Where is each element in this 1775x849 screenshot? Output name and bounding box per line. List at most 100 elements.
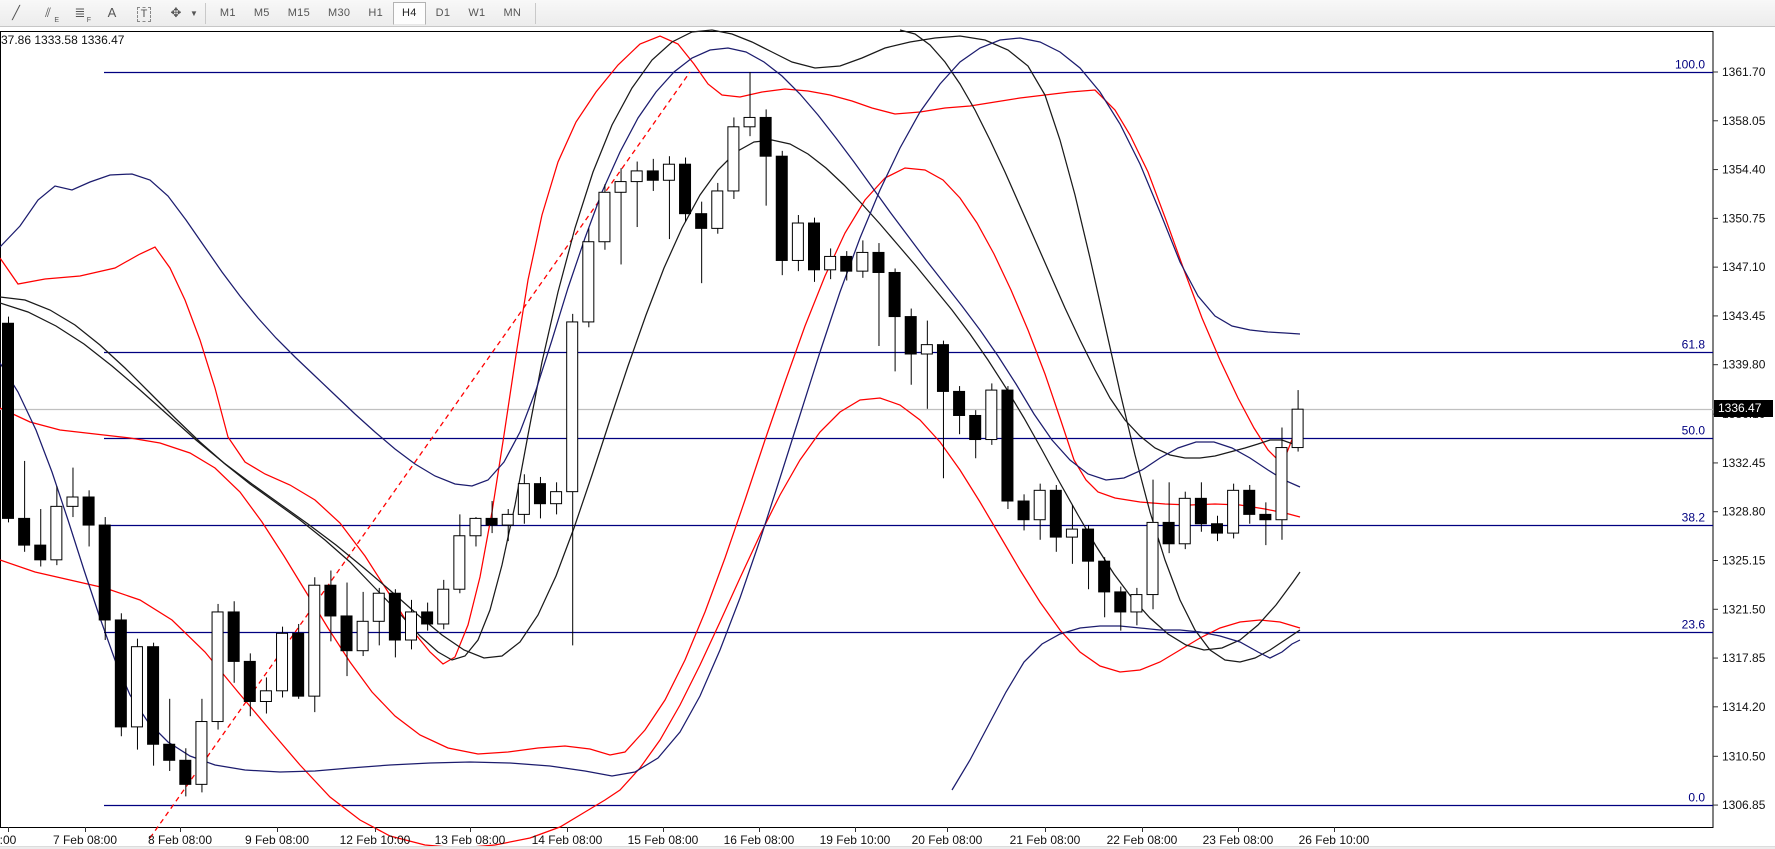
- candle-bull: [727, 126, 740, 192]
- fib-label-100.0: 100.0: [1675, 58, 1705, 72]
- x-axis-label: 8 Feb 08:00: [148, 833, 212, 847]
- plot-border: [0, 31, 1714, 828]
- indicator-red-lower: [0, 397, 1301, 849]
- candle-bull: [259, 690, 272, 702]
- candle-bear: [872, 251, 885, 273]
- fib-label-38.2: 38.2: [1682, 511, 1706, 525]
- candle-bull: [50, 505, 63, 561]
- x-axis-label: 23 Feb 08:00: [1203, 833, 1274, 847]
- candle-bear: [533, 483, 546, 505]
- y-axis-label: 1339.80: [1722, 358, 1766, 372]
- candle-bull: [501, 513, 514, 526]
- timeframe-button-m1[interactable]: M1: [219, 7, 236, 19]
- y-axis-label: 1350.75: [1722, 211, 1766, 225]
- candle-bull: [566, 321, 579, 493]
- candle-bull: [517, 483, 530, 515]
- y-axis-label: 1325.15: [1722, 553, 1766, 567]
- timeframe-button-w1[interactable]: W1: [468, 7, 486, 19]
- channel-tool-icon[interactable]: ⫽ E: [45, 4, 59, 25]
- toolbar-separator: [204, 2, 206, 24]
- candle-bull: [276, 632, 289, 692]
- trendline-dashed: [149, 71, 691, 839]
- candle-bull: [630, 170, 643, 183]
- text-tool-icon[interactable]: A: [107, 4, 117, 20]
- x-axis-label: 21 Feb 08:00: [1010, 833, 1081, 847]
- indicator-black-slow: [899, 29, 1301, 459]
- candle-bear: [292, 632, 305, 697]
- current-price-badge: 1336.47: [1714, 400, 1773, 417]
- x-axis-label: 19 Feb 10:00: [820, 833, 891, 847]
- x-axis-label: 13 Feb 08:00: [435, 833, 506, 847]
- y-axis-label: 1306.85: [1722, 798, 1766, 812]
- line-tool-icon[interactable]: ╱: [12, 4, 20, 20]
- timeframe-button-h4[interactable]: H4: [393, 1, 426, 25]
- arrows-tool-icon[interactable]: ✥: [170, 4, 182, 20]
- timeframe-button-h1[interactable]: H1: [368, 7, 383, 19]
- y-axis-label: 1310.50: [1722, 749, 1766, 763]
- window-bottom-edge: [0, 846, 1775, 849]
- candle-bear: [114, 619, 127, 728]
- candle-bear: [227, 611, 240, 662]
- candle-bear: [936, 344, 949, 392]
- candle-bull: [66, 496, 79, 507]
- fibonacci-tool-icon[interactable]: ≣ F: [74, 4, 91, 25]
- candle-bear: [1114, 591, 1127, 613]
- y-axis-label: 1332.45: [1722, 456, 1766, 470]
- y-axis-label: 1347.10: [1722, 260, 1766, 274]
- arrows-dropdown-caret-icon[interactable]: ▼: [190, 8, 198, 18]
- indicator-red-mid: [0, 167, 1301, 756]
- candle-bear: [904, 316, 917, 355]
- y-axis-label: 1314.20: [1722, 700, 1766, 714]
- candle-bull: [308, 584, 321, 697]
- timeframe-button-m30[interactable]: M30: [328, 7, 351, 19]
- x-axis-label: 12 Feb 10:00: [340, 833, 411, 847]
- label-tool-icon[interactable]: T: [131, 3, 157, 26]
- candle-bear: [179, 759, 192, 785]
- candle-bear: [421, 611, 434, 625]
- indicator-navy-fast: [0, 47, 1301, 488]
- candle-bear: [1001, 389, 1014, 502]
- candle-bull: [1130, 594, 1143, 613]
- y-axis-label: 1358.05: [1722, 114, 1766, 128]
- candle-bull: [1146, 521, 1159, 596]
- candle-bear: [1017, 500, 1030, 521]
- candle-bull: [372, 592, 385, 622]
- timeframe-button-mn[interactable]: MN: [503, 7, 522, 19]
- candle-bull: [856, 251, 869, 272]
- candle-bull: [1275, 447, 1288, 521]
- candle-bear: [1194, 497, 1207, 525]
- indicator-navy-lower: [951, 625, 1301, 791]
- candle-bear: [953, 390, 966, 416]
- candle-bull: [195, 721, 208, 785]
- candle-bull: [437, 588, 450, 625]
- candle-bull: [985, 389, 998, 441]
- indicator-navy-slow: [0, 37, 1301, 777]
- candle-bear: [1259, 513, 1272, 521]
- candle-bear: [340, 615, 353, 652]
- candle-bear: [1098, 560, 1111, 593]
- candle-bull: [130, 646, 143, 728]
- timeframe-button-m15[interactable]: M15: [287, 7, 311, 19]
- candle-bear: [34, 544, 47, 561]
- fib-label-61.8: 61.8: [1682, 338, 1706, 352]
- candle-bear: [775, 155, 788, 261]
- x-axis-label: 26 Feb 10:00: [1299, 833, 1370, 847]
- candle-bear: [1243, 489, 1256, 515]
- y-axis-label: 1328.80: [1722, 505, 1766, 519]
- channel-tool-icon-sub: E: [54, 17, 59, 24]
- candle-bull: [582, 241, 595, 323]
- candle-bear: [1049, 489, 1062, 538]
- x-axis-label: 9 Feb 08:00: [245, 833, 309, 847]
- candle-bull: [1065, 528, 1078, 538]
- candle-bear: [98, 524, 111, 621]
- indicator-black-fast: [0, 29, 1301, 663]
- toolbar-separator: [535, 2, 537, 24]
- candle-bear: [695, 213, 708, 229]
- candle-bear: [808, 222, 820, 271]
- timeframe-button-m5[interactable]: M5: [253, 7, 270, 19]
- timeframe-button-d1[interactable]: D1: [435, 7, 451, 19]
- y-axis-label: 1343.45: [1722, 309, 1766, 323]
- x-axis-label: 20 Feb 08:00: [912, 833, 983, 847]
